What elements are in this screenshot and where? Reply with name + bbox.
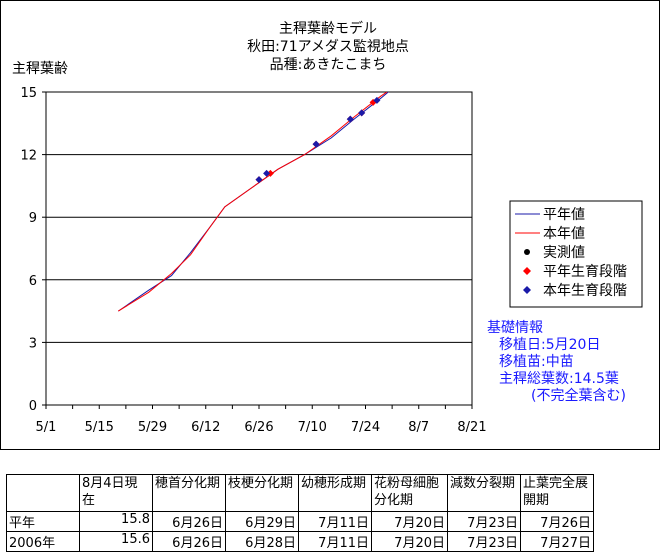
plot-area [45, 91, 473, 406]
table-cell: 7月27日 [520, 531, 594, 552]
x-tick-label: 6/26 [244, 420, 273, 435]
table-cell: 15.6 [79, 531, 153, 552]
table-header-cell: 枝梗分化期 [225, 474, 299, 512]
x-tick-label: 7/24 [351, 420, 380, 435]
x-tick-label: 8/7 [408, 420, 429, 435]
x-tick-label: 5/15 [85, 420, 114, 435]
table-header-cell: 8月4日現在 [79, 474, 153, 512]
stage-marker [255, 176, 263, 184]
growth-stage-table: 8月4日現在 穂首分化期 枝梗分化期 幼穂形成期 花粉母細胞分化期 減数分裂期 … [6, 474, 594, 552]
table-cell: 7月23日 [447, 531, 521, 552]
table-row: 平年 15.8 6月26日 6月29日 7月11日 7月20日 7月23日 7月… [6, 511, 594, 532]
stage-marker [373, 96, 381, 104]
legend-marker-swatch [523, 267, 531, 275]
table-cell: 7月11日 [298, 511, 372, 532]
series-line [118, 92, 388, 312]
table-cell: 7月26日 [520, 511, 594, 532]
y-tick-label: 6 [29, 274, 37, 289]
y-tick-label: 9 [29, 211, 37, 226]
x-tick-label: 6/12 [191, 420, 220, 435]
x-tick-label: 8/21 [457, 420, 486, 435]
stage-marker [358, 109, 366, 117]
table-header-cell [6, 474, 80, 512]
table-cell: 6月28日 [225, 531, 299, 552]
table-cell: 2006年 [6, 531, 80, 552]
table-cell: 6月26日 [152, 511, 226, 532]
x-tick-label: 5/29 [138, 420, 167, 435]
legend-label: 本年値 [543, 226, 585, 242]
series-line [118, 92, 390, 312]
stage-marker [346, 115, 354, 123]
info-line: 移植日:5月20日 [499, 337, 601, 353]
legend-label: 平年生育段階 [543, 264, 627, 280]
legend-label: 平年値 [543, 207, 585, 223]
chart-title-line: 秋田:71アメダス監視地点 [247, 38, 409, 55]
table-header-cell: 穂首分化期 [152, 474, 226, 512]
table-row: 2006年 15.6 6月26日 6月28日 7月11日 7月20日 7月23日… [6, 531, 594, 552]
legend-marker-swatch [524, 249, 530, 255]
table-header-cell: 花粉母細胞分化期 [371, 474, 448, 512]
x-tick-label: 5/1 [36, 420, 57, 435]
basic-info: 基礎情報 移植日:5月20日 移植苗:中苗 主稈総葉数:14.5葉 (不完全葉含… [487, 320, 626, 405]
info-line: (不完全葉含む) [531, 388, 626, 404]
table-header-cell: 幼穂形成期 [298, 474, 372, 512]
y-axis-label: 主稈葉齢 [12, 61, 68, 77]
y-tick-label: 15 [20, 86, 37, 101]
legend-label: 実測値 [543, 245, 585, 261]
table-cell: 7月20日 [371, 531, 448, 552]
stage-marker [312, 140, 320, 148]
legend-label: 本年生育段階 [543, 283, 627, 299]
info-heading: 基礎情報 [487, 320, 543, 336]
y-tick-label: 0 [29, 399, 37, 414]
table-cell: 7月23日 [447, 511, 521, 532]
stage-marker [263, 169, 271, 177]
chart-title-line: 品種:あきたこまち [270, 57, 387, 73]
table-cell: 6月29日 [225, 511, 299, 532]
table-cell: 7月11日 [298, 531, 372, 552]
y-tick-label: 12 [20, 149, 37, 164]
chart-title-line: 主稈葉齢モデル [279, 20, 377, 37]
info-line: 移植苗:中苗 [499, 354, 574, 370]
info-line: 主稈総葉数:14.5葉 [499, 371, 619, 387]
table-header-row: 8月4日現在 穂首分化期 枝梗分化期 幼穂形成期 花粉母細胞分化期 減数分裂期 … [6, 474, 594, 512]
table-cell: 15.8 [79, 511, 153, 532]
table-cell: 平年 [6, 511, 80, 532]
table-header-cell: 減数分裂期 [447, 474, 521, 512]
table-header-cell: 止葉完全展開期 [520, 474, 594, 512]
legend-box [509, 200, 643, 308]
table-cell: 6月26日 [152, 531, 226, 552]
x-tick-label: 7/10 [298, 420, 327, 435]
stage-marker [266, 169, 274, 177]
legend-marker-swatch [523, 286, 531, 294]
table-cell: 7月20日 [371, 511, 448, 532]
y-tick-label: 3 [29, 336, 37, 351]
